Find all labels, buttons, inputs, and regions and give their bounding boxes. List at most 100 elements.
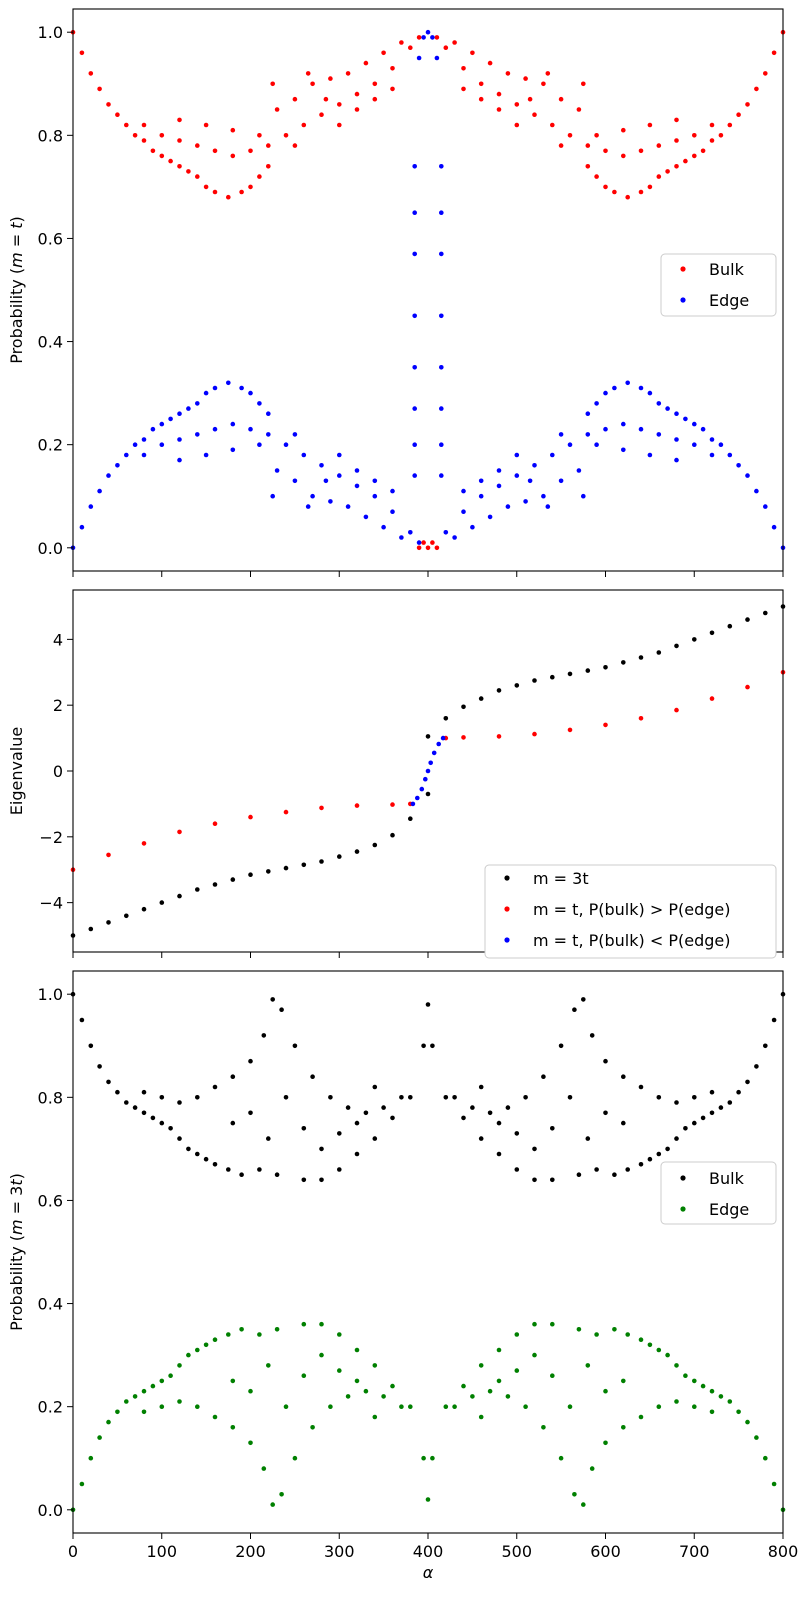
- legend: Bulk Edge: [660, 1161, 777, 1225]
- data-point: [159, 421, 165, 427]
- x-tick-label: 100: [146, 1542, 177, 1561]
- data-point: [478, 696, 484, 701]
- data-point: [212, 385, 218, 391]
- data-point: [532, 1352, 537, 1358]
- data-point: [124, 122, 129, 128]
- data-point: [292, 1043, 298, 1049]
- data-point: [439, 442, 444, 448]
- data-point: [363, 60, 369, 66]
- data-point: [283, 1404, 289, 1409]
- data-point: [603, 390, 608, 396]
- data-point: [425, 734, 431, 739]
- data-point: [115, 463, 120, 468]
- data-point: [470, 1105, 475, 1110]
- data-point: [124, 1100, 129, 1105]
- data-point: [354, 468, 360, 473]
- data-point: [665, 1352, 670, 1358]
- data-point: [674, 707, 679, 713]
- data-point: [683, 1126, 688, 1131]
- data-point: [257, 401, 262, 406]
- data-point: [168, 158, 173, 164]
- data-point: [665, 406, 670, 411]
- x-axis-label: α: [423, 1563, 434, 1582]
- data-point: [603, 665, 608, 670]
- data-point: [186, 169, 191, 174]
- data-point: [412, 251, 418, 257]
- data-point: [372, 1136, 378, 1141]
- data-point: [656, 174, 662, 179]
- data-point: [692, 1378, 697, 1384]
- data-point: [550, 452, 555, 458]
- data-point: [558, 143, 564, 148]
- x-tick-label: 200: [235, 1542, 266, 1561]
- data-point: [558, 96, 564, 102]
- data-point: [461, 488, 466, 494]
- data-point: [141, 1089, 147, 1095]
- data-point: [550, 1321, 555, 1327]
- data-point: [656, 650, 662, 655]
- data-point: [594, 442, 599, 448]
- data-point: [625, 380, 630, 386]
- data-point: [141, 1388, 147, 1394]
- data-point: [461, 735, 466, 740]
- data-point: [399, 40, 404, 45]
- data-point: [354, 1151, 360, 1157]
- data-point: [328, 1095, 333, 1100]
- data-point: [594, 401, 599, 406]
- data-point: [301, 1177, 307, 1183]
- data-point: [603, 184, 608, 190]
- data-point: [514, 473, 520, 478]
- data-point: [674, 1399, 679, 1404]
- legend-marker: [680, 266, 686, 272]
- data-point: [745, 617, 750, 622]
- data-point: [177, 829, 182, 835]
- data-point: [487, 514, 493, 520]
- data-point: [141, 1110, 147, 1116]
- x-tick-label: 800: [768, 1542, 799, 1561]
- data-point: [212, 1084, 218, 1090]
- data-point: [736, 463, 741, 468]
- data-point: [523, 1404, 528, 1409]
- data-point: [248, 814, 253, 820]
- data-point: [305, 71, 311, 76]
- series-2: [70, 1321, 786, 1513]
- data-point: [589, 1466, 595, 1471]
- data-point: [496, 1120, 502, 1126]
- data-point: [585, 1363, 591, 1368]
- data-point: [440, 735, 446, 741]
- data-point: [354, 803, 360, 808]
- legend-marker: [680, 1206, 686, 1212]
- data-point: [594, 133, 599, 138]
- legend-box: [660, 1161, 777, 1225]
- data-point: [514, 452, 520, 458]
- data-point: [177, 164, 182, 169]
- data-point: [594, 1332, 599, 1337]
- data-point: [106, 920, 111, 925]
- data-point: [647, 452, 653, 458]
- data-point: [150, 1115, 156, 1121]
- data-point: [612, 1327, 617, 1332]
- data-point: [305, 504, 311, 509]
- legend-marker: [680, 1175, 686, 1181]
- data-point: [576, 1327, 582, 1332]
- data-point: [301, 1321, 307, 1327]
- data-point: [700, 1383, 706, 1389]
- data-point: [674, 1136, 679, 1141]
- data-point: [478, 1414, 484, 1420]
- chart-panel-3: 0 100 200 300 400 500 600 700 800 0.0 0.2 0.4 0.6 0.8…: [7, 970, 799, 1582]
- data-point: [683, 158, 688, 164]
- data-point: [603, 1388, 608, 1394]
- data-point: [771, 1481, 777, 1487]
- data-point: [745, 1079, 750, 1085]
- series-1: [70, 29, 786, 551]
- data-point: [736, 1409, 741, 1415]
- data-point: [141, 138, 147, 143]
- data-point: [301, 862, 307, 868]
- data-point: [381, 50, 386, 56]
- data-point: [621, 447, 626, 453]
- data-point: [372, 842, 378, 848]
- data-point: [106, 473, 111, 478]
- data-point: [603, 1440, 608, 1446]
- data-point: [638, 1084, 644, 1090]
- data-point: [700, 426, 706, 432]
